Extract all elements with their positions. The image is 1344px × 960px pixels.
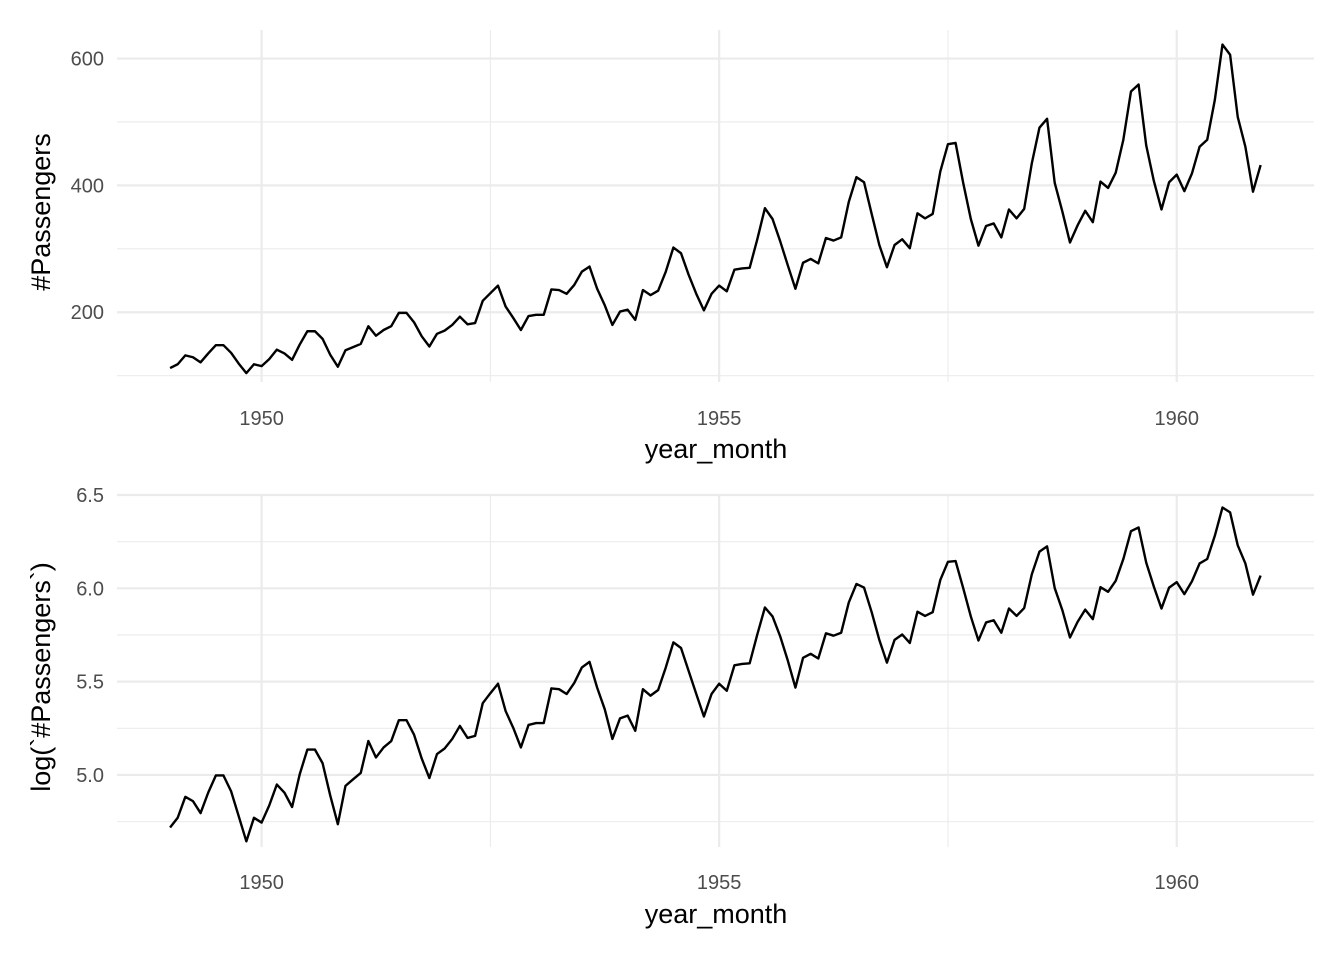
series-line-group <box>169 43 1262 375</box>
x-axis-title: year_month <box>645 899 788 929</box>
series-line <box>169 43 1262 375</box>
x-tick-label: 1950 <box>239 872 284 894</box>
y-tick-label: 6.0 <box>76 578 104 600</box>
x-tick-label: 1950 <box>239 408 284 430</box>
grid <box>117 493 1314 847</box>
y-tick-labels: 200 400 600 <box>71 49 104 325</box>
series-line <box>169 506 1262 843</box>
x-tick-labels: 1950 1955 1960 <box>239 872 1199 894</box>
y-tick-label: 200 <box>71 302 104 324</box>
y-tick-labels: 5.0 5.5 6.0 6.5 <box>76 485 104 787</box>
y-tick-label: 5.5 <box>76 672 104 694</box>
series-line-group <box>169 506 1262 843</box>
x-tick-labels: 1950 1955 1960 <box>239 408 1199 430</box>
x-tick-label: 1960 <box>1154 408 1199 430</box>
y-tick-label: 5.0 <box>76 765 104 787</box>
y-tick-label: 400 <box>71 175 104 197</box>
x-tick-label: 1955 <box>697 408 742 430</box>
x-tick-label: 1960 <box>1154 872 1199 894</box>
y-tick-label: 600 <box>71 49 104 71</box>
y-axis-title: #Passengers <box>26 133 56 291</box>
x-axis-title: year_month <box>645 434 788 464</box>
grid <box>117 30 1314 382</box>
y-tick-label: 6.5 <box>76 485 104 507</box>
passengers-panel: 200 400 600 1950 1955 1960 year_month #Passe… <box>26 30 1314 464</box>
log-passengers-panel: 5.0 5.5 6.0 6.5 1950 1955 1960 year_month log… <box>26 485 1314 929</box>
x-tick-label: 1955 <box>697 872 742 894</box>
y-axis-title: log(`#Passengers`) <box>26 562 56 792</box>
